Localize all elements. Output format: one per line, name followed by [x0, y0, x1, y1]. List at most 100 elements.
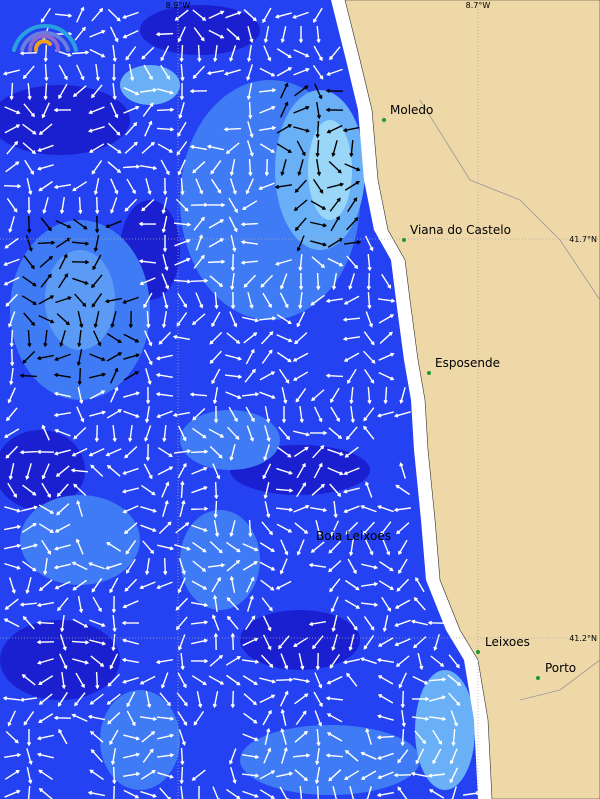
current-arrow	[365, 786, 372, 799]
current-arrow	[278, 368, 290, 384]
current-arrow	[209, 331, 223, 345]
current-arrow	[398, 539, 408, 556]
current-arrow	[145, 557, 150, 576]
current-arrow	[225, 656, 241, 666]
current-arrow	[279, 292, 289, 309]
current-arrow	[125, 540, 137, 555]
current-arrow	[110, 747, 117, 766]
current-arrow	[344, 163, 361, 172]
current-arrow	[110, 102, 119, 119]
current-arrow	[124, 141, 138, 154]
current-arrow	[293, 67, 310, 76]
current-arrow	[21, 505, 39, 512]
current-arrow	[173, 449, 192, 454]
current-arrow	[143, 292, 153, 309]
current-arrow	[143, 64, 153, 81]
current-arrow	[417, 653, 424, 671]
current-arrow	[332, 786, 339, 799]
current-arrow	[246, 425, 254, 442]
current-arrow	[344, 599, 361, 609]
current-arrow	[36, 620, 55, 625]
current-arrow	[105, 220, 122, 229]
current-arrow	[246, 83, 253, 101]
current-arrow	[198, 785, 200, 799]
current-arrow	[143, 463, 153, 480]
current-arrow	[226, 597, 239, 611]
current-arrow	[342, 317, 361, 322]
current-arrow	[279, 558, 288, 575]
current-arrow	[192, 427, 207, 439]
current-arrow	[3, 258, 20, 267]
current-arrow	[73, 218, 88, 230]
current-arrow	[364, 539, 374, 556]
current-arrow	[350, 405, 355, 424]
current-arrow	[158, 521, 172, 535]
current-arrow	[93, 330, 102, 347]
current-arrow	[242, 200, 258, 210]
current-arrow	[240, 260, 259, 265]
current-arrow	[162, 292, 169, 310]
current-arrow	[310, 221, 328, 228]
current-arrow	[88, 447, 105, 457]
current-arrow	[26, 767, 33, 785]
current-arrow	[316, 728, 321, 747]
current-arrow	[414, 730, 427, 745]
current-arrow	[77, 329, 82, 348]
current-arrow	[376, 657, 395, 663]
current-arrow	[413, 596, 426, 611]
current-arrow	[93, 235, 100, 253]
current-arrow	[377, 637, 394, 647]
current-arrow	[2, 69, 20, 76]
current-arrow	[106, 464, 121, 477]
current-arrow	[410, 771, 428, 778]
current-arrow	[156, 127, 175, 132]
current-arrow	[364, 368, 375, 384]
current-arrow	[6, 140, 19, 155]
current-arrow	[277, 446, 292, 458]
current-arrow	[22, 560, 37, 572]
current-arrow	[180, 747, 185, 766]
current-arrow	[275, 259, 292, 266]
current-arrow	[315, 520, 322, 538]
current-arrow	[243, 274, 257, 288]
current-arrow	[258, 316, 277, 321]
current-arrow	[162, 500, 169, 517]
current-arrow	[212, 463, 221, 480]
logo	[12, 23, 78, 52]
current-arrow	[105, 448, 122, 457]
current-arrow	[190, 506, 209, 511]
current-arrow	[25, 235, 33, 252]
current-arrow	[41, 539, 52, 555]
current-arrow	[53, 715, 72, 721]
current-arrow	[107, 122, 121, 136]
current-arrow	[361, 563, 379, 570]
current-arrow	[346, 255, 359, 270]
current-arrow	[262, 7, 272, 24]
current-arrow	[366, 272, 371, 291]
current-arrow	[159, 787, 171, 799]
current-arrow	[113, 785, 115, 799]
current-arrow	[349, 786, 356, 799]
current-arrow	[40, 217, 52, 232]
current-arrow	[242, 790, 259, 798]
current-arrow	[112, 82, 117, 101]
current-arrow	[378, 314, 395, 324]
current-arrow	[330, 520, 340, 537]
current-arrow	[294, 522, 309, 534]
current-arrow	[360, 751, 377, 760]
current-arrow	[276, 523, 293, 533]
current-arrow	[8, 216, 15, 233]
current-arrow	[276, 334, 293, 343]
current-arrow	[121, 620, 140, 626]
current-arrow	[245, 348, 255, 365]
current-arrow	[326, 732, 343, 742]
current-arrow	[294, 730, 308, 743]
current-arrow	[54, 13, 73, 18]
current-arrow	[4, 543, 22, 550]
current-arrow	[246, 64, 254, 81]
current-arrow	[156, 107, 175, 112]
current-arrow	[377, 771, 394, 780]
current-arrow	[172, 334, 190, 341]
current-arrow	[209, 350, 222, 364]
current-arrow	[367, 386, 372, 405]
